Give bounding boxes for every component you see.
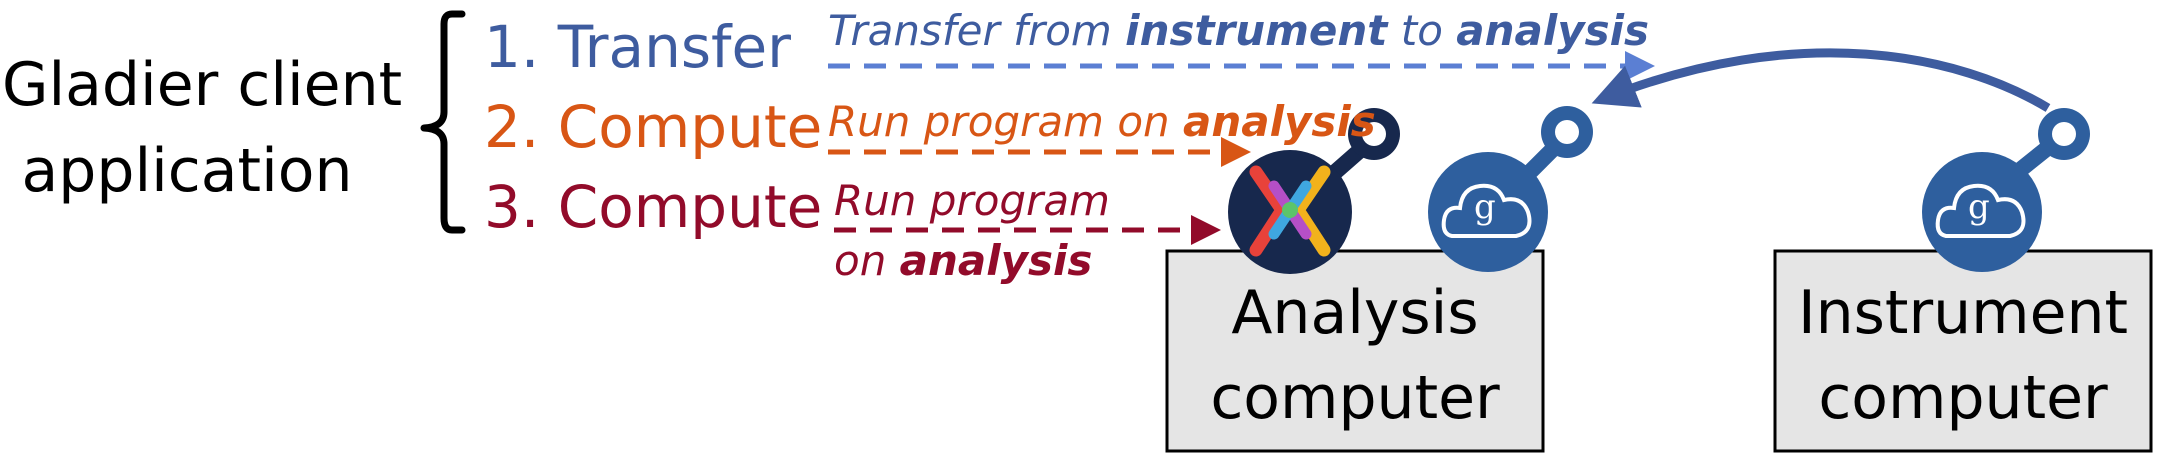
funcx-endpoint-icon <box>1228 108 1400 274</box>
analysis-computer-label-line1: Analysis <box>1231 278 1479 348</box>
transfer-description: Transfer from instrument to analysis <box>828 6 1650 55</box>
step-compute-2: 3. Compute <box>484 173 823 241</box>
analysis-computer-label-line2: computer <box>1210 363 1500 433</box>
client-title-line2: application <box>21 136 353 206</box>
globus-endpoint-icon-analysis <box>1428 106 1593 272</box>
globus-endpoint-icon-instrument <box>1922 108 2090 272</box>
curly-brace <box>420 10 466 234</box>
globus-glyph-instrument: g <box>1968 187 1990 227</box>
compute-2-description-line2: on analysis <box>834 236 1093 285</box>
client-title-line1: Gladier client <box>2 50 403 120</box>
compute-1-description: Run program on analysis <box>828 97 1376 146</box>
instrument-computer-label-line1: Instrument <box>1797 278 2129 348</box>
globus-glyph-analysis: g <box>1474 187 1496 227</box>
step-compute-1: 2. Compute <box>484 93 823 161</box>
transfer-curve-arrow <box>1591 48 2051 112</box>
step-transfer: 1. Transfer <box>484 13 791 81</box>
instrument-computer-label-line2: computer <box>1818 363 2108 433</box>
compute-2-description-line1: Run program <box>834 176 1110 225</box>
analysis-computer-box <box>1165 249 1545 453</box>
